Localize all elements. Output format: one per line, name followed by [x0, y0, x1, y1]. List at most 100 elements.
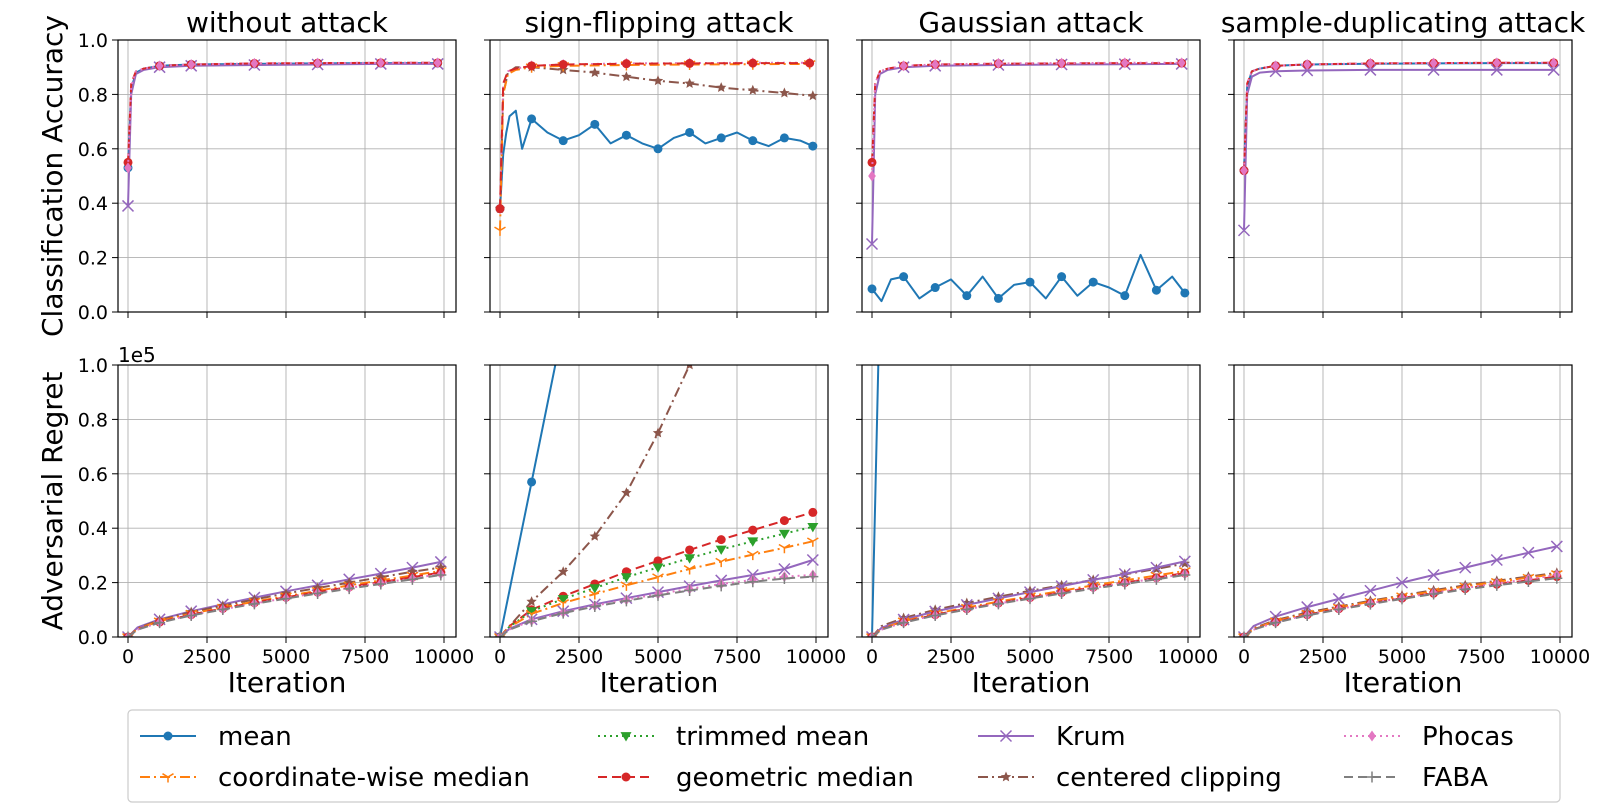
data-point-centered-clipping: [747, 84, 758, 95]
data-point-faba: [961, 604, 973, 616]
x-tick-label: 10000: [1158, 646, 1218, 668]
grid: [118, 39, 456, 313]
data-point-phocas: [433, 57, 442, 69]
series-line-krum: [1243, 545, 1558, 637]
plot-area: [865, 365, 1191, 637]
data-point-faba: [122, 631, 134, 637]
data-point-trimmed-mean: [620, 573, 632, 583]
y-tick-label: 1.0: [78, 30, 108, 52]
y-tick-label: 0.6: [78, 139, 108, 161]
panel-accuracy-sample-duplicating: [1228, 39, 1573, 318]
series-line-mean: [871, 365, 880, 637]
data-point-krum: [1550, 540, 1563, 553]
data-point-faba: [1024, 593, 1036, 605]
data-point-krum: [1364, 584, 1377, 597]
data-point-phocas: [899, 60, 908, 72]
data-point-faba: [992, 598, 1004, 610]
series-line-mean: [499, 365, 557, 637]
data-point-faba: [684, 584, 696, 596]
data-point-faba: [652, 589, 664, 601]
data-point-faba: [1522, 576, 1534, 588]
data-point-centered-clipping: [716, 82, 727, 92]
panel-regret-without-attack: 0 2500 5000 7500 10000 0.0 0.2 0.4 0.6 0.8 1.0: [78, 355, 474, 668]
legend-marker: [1368, 730, 1376, 742]
series-line-phocas: [127, 572, 441, 637]
legend-marker: [999, 729, 1013, 743]
data-point-phocas: [994, 57, 1003, 69]
data-point-faba: [343, 583, 355, 595]
x-tick-label: 10000: [414, 646, 474, 668]
series-line-faba: [127, 574, 441, 637]
data-point-phocas: [1429, 57, 1438, 69]
data-point-mean: [993, 293, 1003, 303]
data-point-phocas: [1492, 57, 1501, 69]
data-point-coordinate-wise-median: [588, 590, 601, 600]
data-point-mean: [527, 477, 537, 487]
series-line-mean: [127, 62, 438, 168]
x-tick-label: 0: [1238, 646, 1250, 668]
series-line-faba: [499, 575, 813, 637]
data-point-faba: [1150, 573, 1162, 585]
data-point-mean: [1151, 285, 1161, 295]
series-line-phocas: [127, 61, 438, 168]
data-point-mean: [1180, 288, 1190, 298]
data-point-krum: [778, 562, 791, 576]
x-tick-label: 10000: [1530, 646, 1590, 668]
data-point-krum: [1427, 568, 1440, 582]
series-line-geometric-median: [499, 511, 814, 637]
data-point-mean: [779, 133, 789, 143]
series-line-phocas: [871, 61, 1182, 177]
data-point-centered-clipping: [526, 596, 537, 607]
data-point-krum: [1490, 553, 1503, 567]
data-point-phocas: [931, 58, 940, 70]
legend-marker: [620, 732, 632, 742]
data-point-faba: [866, 631, 878, 637]
panel-regret-sample-duplicating: 0 2500 5000 7500 10000: [1228, 364, 1590, 668]
axes-frame: [1233, 39, 1573, 313]
grid: [490, 39, 828, 313]
series-line-phocas: [871, 572, 1185, 637]
x-tick-label: 5000: [1006, 646, 1054, 668]
data-point-phocas: [1303, 58, 1312, 70]
legend-item-coordinate-wise-median: coordinate-wise median: [140, 763, 530, 793]
data-point-krum: [1395, 576, 1409, 589]
data-point-trimmed-mean: [557, 595, 569, 605]
series-line-coordinate-wise-median: [127, 569, 441, 637]
data-point-centered-clipping: [652, 75, 664, 86]
data-point-mean: [962, 291, 972, 301]
regret-multiplier: 1e5: [118, 343, 156, 367]
legend-item-phocas: Phocas: [1344, 722, 1514, 752]
data-point-krum: [1364, 63, 1377, 76]
data-point-faba: [747, 576, 759, 588]
data-point-faba: [1551, 572, 1563, 584]
data-point-mean: [558, 136, 568, 146]
axes-frame: [861, 39, 1201, 313]
data-point-faba: [154, 617, 166, 629]
y-tick-label: 0.2: [78, 248, 108, 270]
legend-marker: [162, 773, 174, 783]
grid: [1234, 39, 1572, 313]
plot-area: [494, 57, 819, 236]
plot-area: [121, 57, 444, 212]
xlabel-panel-1: Iteration: [228, 666, 347, 699]
panel-accuracy-without-attack: 0.0 0.2 0.4 0.6 0.8 1.0: [78, 30, 457, 324]
series-line-coordinate-wise-median: [499, 62, 810, 231]
series-line-trimmed-mean: [499, 525, 814, 637]
data-point-krum: [1522, 546, 1535, 559]
data-point-faba: [217, 604, 229, 616]
legend-label: Krum: [1056, 722, 1126, 752]
legend-label: trimmed mean: [676, 722, 869, 752]
data-point-centered-clipping: [621, 71, 632, 82]
panel-accuracy-sign-flipping: [484, 39, 829, 318]
data-point-trimmed-mean: [778, 529, 790, 540]
data-point-trimmed-mean: [807, 522, 819, 533]
data-point-krum: [121, 199, 135, 212]
x-tick-label: 7500: [1457, 646, 1505, 668]
legend-frame: [127, 709, 1561, 803]
data-point-phocas: [250, 57, 259, 69]
data-point-geometric-median: [685, 545, 695, 555]
data-point-geometric-median: [527, 61, 537, 71]
data-point-geometric-median: [716, 535, 726, 545]
data-point-mean: [653, 144, 663, 154]
x-tick-label: 5000: [1378, 646, 1426, 668]
